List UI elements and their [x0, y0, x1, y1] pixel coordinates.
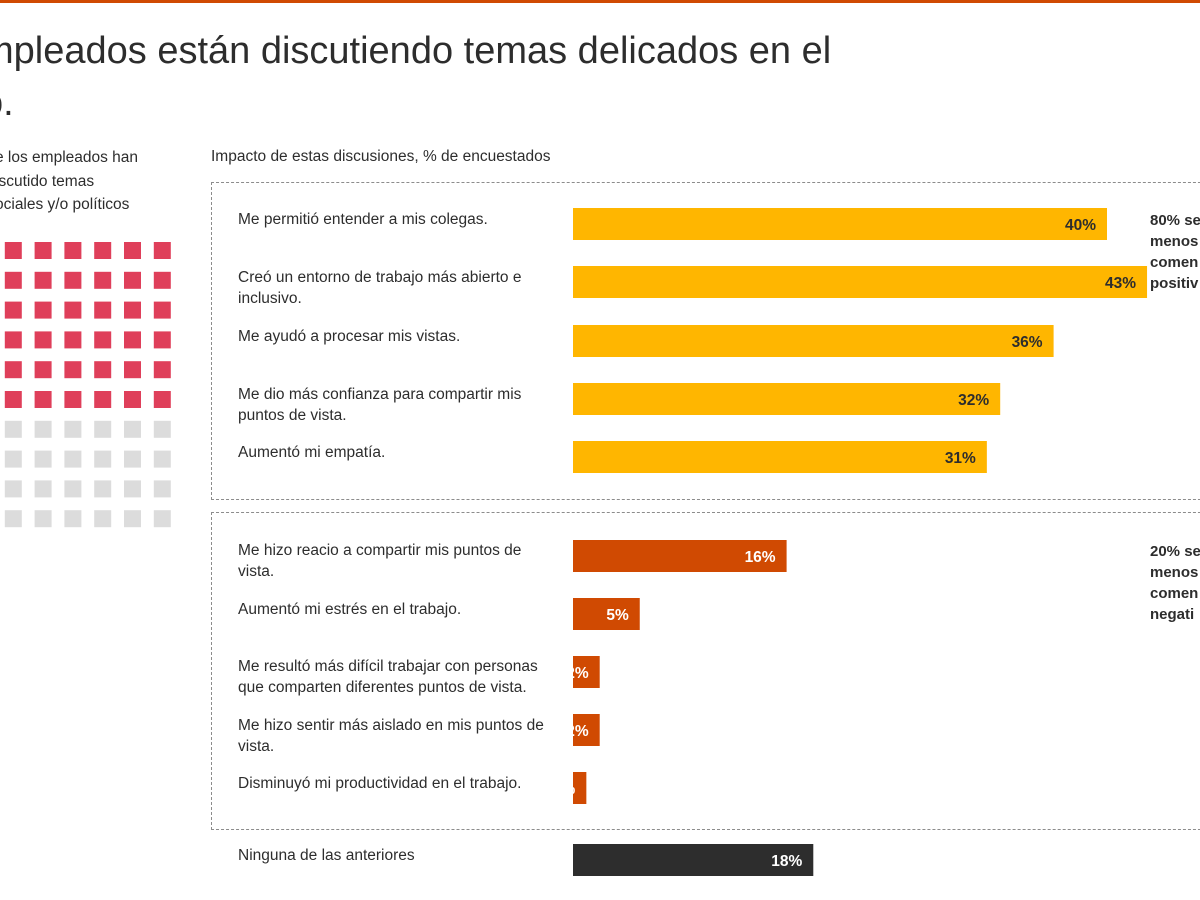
waffle-cell-filled: [94, 391, 112, 408]
waffle-cell-filled: [64, 242, 82, 259]
note-line: positiv: [1150, 275, 1199, 292]
category-label: Disminuyó mi productividad en el trabajo…: [238, 775, 522, 792]
waffle-cell-filled: [34, 301, 52, 319]
chart-title: Impacto de estas discusiones, % de encue…: [211, 148, 551, 165]
negative-summary-note: 20% se menos comen negati: [1150, 541, 1200, 625]
waffle-cell-filled: [153, 242, 171, 259]
respondent-share-line: iscutido temas: [0, 172, 95, 190]
waffle-cell-filled: [4, 391, 22, 408]
category-label: Me hizo sentir más aislado en mis puntos…: [238, 717, 544, 755]
waffle-cell-empty: [64, 480, 82, 498]
waffle-cell-filled: [153, 331, 171, 349]
waffle-cell-empty: [34, 450, 52, 468]
waffle-cell-filled: [34, 331, 52, 349]
waffle-cell-empty: [4, 450, 22, 468]
waffle-cell-filled: [64, 331, 82, 349]
waffle-cell-filled: [124, 271, 141, 289]
waffle-cell-empty: [34, 420, 52, 438]
waffle-chart: [4, 242, 171, 528]
waffle-cell-filled: [124, 331, 141, 349]
waffle-cell-filled: [153, 301, 171, 319]
waffle-cell-filled: [124, 361, 141, 379]
waffle-cell-filled: [64, 361, 82, 379]
waffle-cell-empty: [94, 480, 112, 498]
waffle-cell-filled: [34, 391, 52, 408]
note-line: negati: [1150, 606, 1195, 623]
waffle-cell-empty: [153, 450, 171, 468]
waffle-cell-filled: [153, 271, 171, 289]
bar-none: [573, 844, 814, 876]
waffle-cell-filled: [34, 361, 52, 379]
category-label: Me resultó más difícil trabajar con pers…: [238, 658, 538, 696]
waffle-cell-empty: [153, 480, 171, 498]
category-label: Ninguna de las anteriores: [238, 847, 415, 864]
page-title-line-2: o.: [0, 82, 14, 124]
waffle-cell-empty: [153, 510, 171, 528]
waffle-cell-filled: [34, 242, 52, 259]
respondent-share-text: e los empleados han iscutido temas ocial…: [0, 146, 195, 217]
waffle-cell-empty: [4, 510, 22, 528]
waffle-cell-filled: [124, 242, 141, 259]
category-label: Aumentó mi empatía.: [238, 444, 386, 461]
waffle-cell-filled: [4, 301, 22, 319]
waffle-cell-empty: [94, 510, 112, 528]
waffle-cell-empty: [64, 510, 82, 528]
note-line: menos: [1150, 564, 1199, 581]
page-title-line-1: mpleados están discutiendo temas delicad…: [0, 30, 832, 72]
category-label: Aumentó mi estrés en el trabajo.: [238, 601, 462, 618]
respondent-share-line: e los empleados han: [0, 149, 139, 166]
note-line: 20% se: [1150, 543, 1200, 560]
waffle-cell-filled: [64, 271, 82, 289]
waffle-cell-empty: [153, 420, 171, 438]
waffle-cell-filled: [64, 301, 82, 319]
waffle-cell-filled: [64, 391, 82, 408]
waffle-cell-filled: [124, 391, 141, 408]
waffle-cell-filled: [94, 242, 112, 259]
waffle-cell-filled: [4, 331, 22, 349]
waffle-cell-empty: [124, 480, 141, 498]
category-label: Me hizo reacio a compartir mis puntos de…: [238, 542, 522, 580]
category-label: Creó un entorno de trabajo más abierto e…: [238, 269, 522, 307]
waffle-cell-empty: [124, 510, 141, 528]
waffle-cell-filled: [4, 271, 22, 289]
waffle-cell-empty: [94, 450, 112, 468]
waffle-cell-empty: [34, 510, 52, 528]
note-line: comen: [1150, 585, 1199, 602]
note-line: comen: [1150, 254, 1199, 271]
respondent-share-line: ociales y/o políticos: [0, 196, 130, 213]
positive-summary-note: 80% se menos comen positiv: [1150, 210, 1200, 294]
negative-impact-panel: [211, 512, 1200, 830]
note-line: 80% se: [1150, 212, 1200, 229]
waffle-cell-filled: [94, 331, 112, 349]
category-label: Me dio más confianza para compartir mis …: [238, 386, 522, 424]
note-line: menos: [1150, 233, 1199, 250]
waffle-cell-empty: [64, 420, 82, 438]
waffle-cell-filled: [94, 301, 112, 319]
waffle-cell-empty: [4, 420, 22, 438]
category-label: Me ayudó a procesar mis vistas.: [238, 328, 461, 345]
waffle-cell-filled: [34, 271, 52, 289]
waffle-cell-empty: [34, 480, 52, 498]
top-accent-rule: [0, 0, 1200, 3]
waffle-cell-filled: [4, 242, 22, 259]
bar-value-label: 18%: [771, 853, 802, 870]
waffle-cell-filled: [124, 301, 141, 319]
waffle-cell-empty: [124, 450, 141, 468]
waffle-cell-empty: [4, 480, 22, 498]
waffle-cell-filled: [94, 361, 112, 379]
category-label: Me permitió entender a mis colegas.: [238, 211, 488, 228]
waffle-cell-filled: [94, 271, 112, 289]
waffle-cell-filled: [153, 361, 171, 379]
waffle-cell-empty: [64, 450, 82, 468]
waffle-cell-empty: [94, 420, 112, 438]
positive-impact-panel: [211, 182, 1200, 500]
waffle-cell-empty: [124, 420, 141, 438]
waffle-cell-filled: [153, 391, 171, 408]
waffle-cell-filled: [4, 361, 22, 379]
